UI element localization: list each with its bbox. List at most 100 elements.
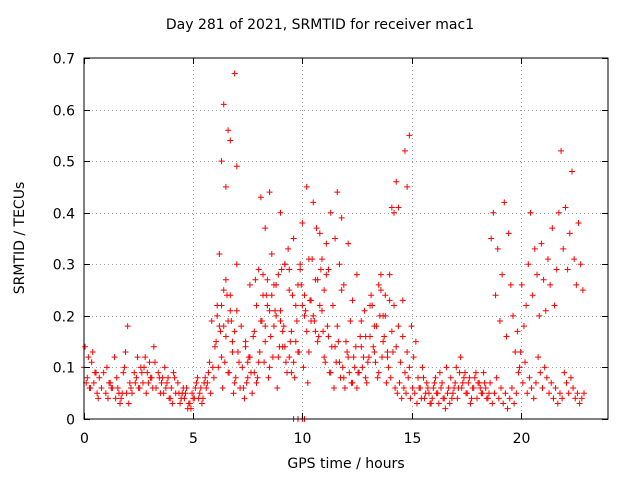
data-point (257, 194, 264, 201)
data-point (508, 385, 515, 392)
data-point (194, 374, 201, 381)
data-point (254, 374, 261, 381)
data-point (314, 276, 321, 283)
data-point (286, 287, 293, 294)
data-point (189, 390, 196, 397)
data-point (321, 287, 328, 294)
data-point (131, 369, 138, 376)
data-point (222, 183, 229, 190)
data-point (219, 385, 226, 392)
data-point (270, 281, 277, 288)
data-point (502, 390, 509, 397)
data-point (400, 385, 407, 392)
data-point (380, 312, 387, 319)
data-point (344, 348, 351, 355)
data-point (435, 400, 442, 407)
data-point (340, 281, 347, 288)
data-point (563, 379, 570, 386)
data-point (302, 307, 309, 314)
data-point (543, 374, 550, 381)
data-point (213, 338, 220, 345)
data-point (394, 390, 401, 397)
data-point (139, 379, 146, 386)
data-point (317, 266, 324, 273)
data-point (220, 287, 227, 294)
data-point (316, 230, 323, 237)
data-point (550, 395, 557, 402)
data-point (423, 379, 430, 386)
data-point (102, 390, 109, 397)
data-point (309, 256, 316, 263)
data-point (258, 318, 265, 325)
data-point (318, 256, 325, 263)
data-point (568, 168, 575, 175)
y-tick-label: 0.7 (53, 52, 75, 68)
data-point (375, 369, 382, 376)
data-point (326, 369, 333, 376)
data-point (433, 390, 440, 397)
data-point (579, 287, 586, 294)
data-point (377, 287, 384, 294)
data-point (454, 395, 461, 402)
data-point (231, 379, 238, 386)
data-point (112, 395, 119, 402)
data-point (574, 390, 581, 397)
data-point (310, 199, 317, 206)
data-point (264, 302, 271, 309)
data-point (338, 287, 345, 294)
data-point (388, 204, 395, 211)
data-point (239, 364, 246, 371)
data-point (161, 364, 168, 371)
data-point (227, 292, 234, 299)
data-point (355, 369, 362, 376)
data-point (511, 400, 518, 407)
data-point (437, 385, 444, 392)
data-point (222, 276, 229, 283)
data-point (290, 235, 297, 242)
data-point (341, 385, 348, 392)
data-point (424, 385, 431, 392)
data-point (443, 364, 450, 371)
data-point (446, 400, 453, 407)
data-point (203, 385, 210, 392)
data-point (198, 400, 205, 407)
data-point (481, 379, 488, 386)
data-point (301, 312, 308, 319)
data-point (537, 369, 544, 376)
data-point (554, 400, 561, 407)
data-point (151, 359, 158, 366)
data-point (336, 261, 343, 268)
data-point (93, 369, 100, 376)
data-point (403, 390, 410, 397)
data-point (404, 183, 411, 190)
data-point (106, 379, 113, 386)
data-point (377, 271, 384, 278)
y-tick-label: 0.5 (53, 155, 75, 171)
data-point (122, 348, 129, 355)
data-point (210, 374, 217, 381)
data-point (577, 261, 584, 268)
data-point (445, 385, 452, 392)
data-point (168, 385, 175, 392)
data-point (162, 385, 169, 392)
data-point (559, 395, 566, 402)
data-point (138, 369, 145, 376)
data-point (155, 369, 162, 376)
data-point (334, 189, 341, 196)
data-point (126, 379, 133, 386)
data-point (461, 369, 468, 376)
data-point (457, 354, 464, 361)
data-point (514, 328, 521, 335)
data-point (82, 343, 89, 350)
data-point (324, 323, 331, 330)
data-point (515, 369, 522, 376)
data-point (576, 400, 583, 407)
data-point (204, 379, 211, 386)
data-point (277, 318, 284, 325)
data-point (351, 364, 358, 371)
data-point (393, 343, 400, 350)
data-point (525, 261, 532, 268)
data-point (292, 302, 299, 309)
data-point (300, 364, 307, 371)
data-point (221, 359, 228, 366)
